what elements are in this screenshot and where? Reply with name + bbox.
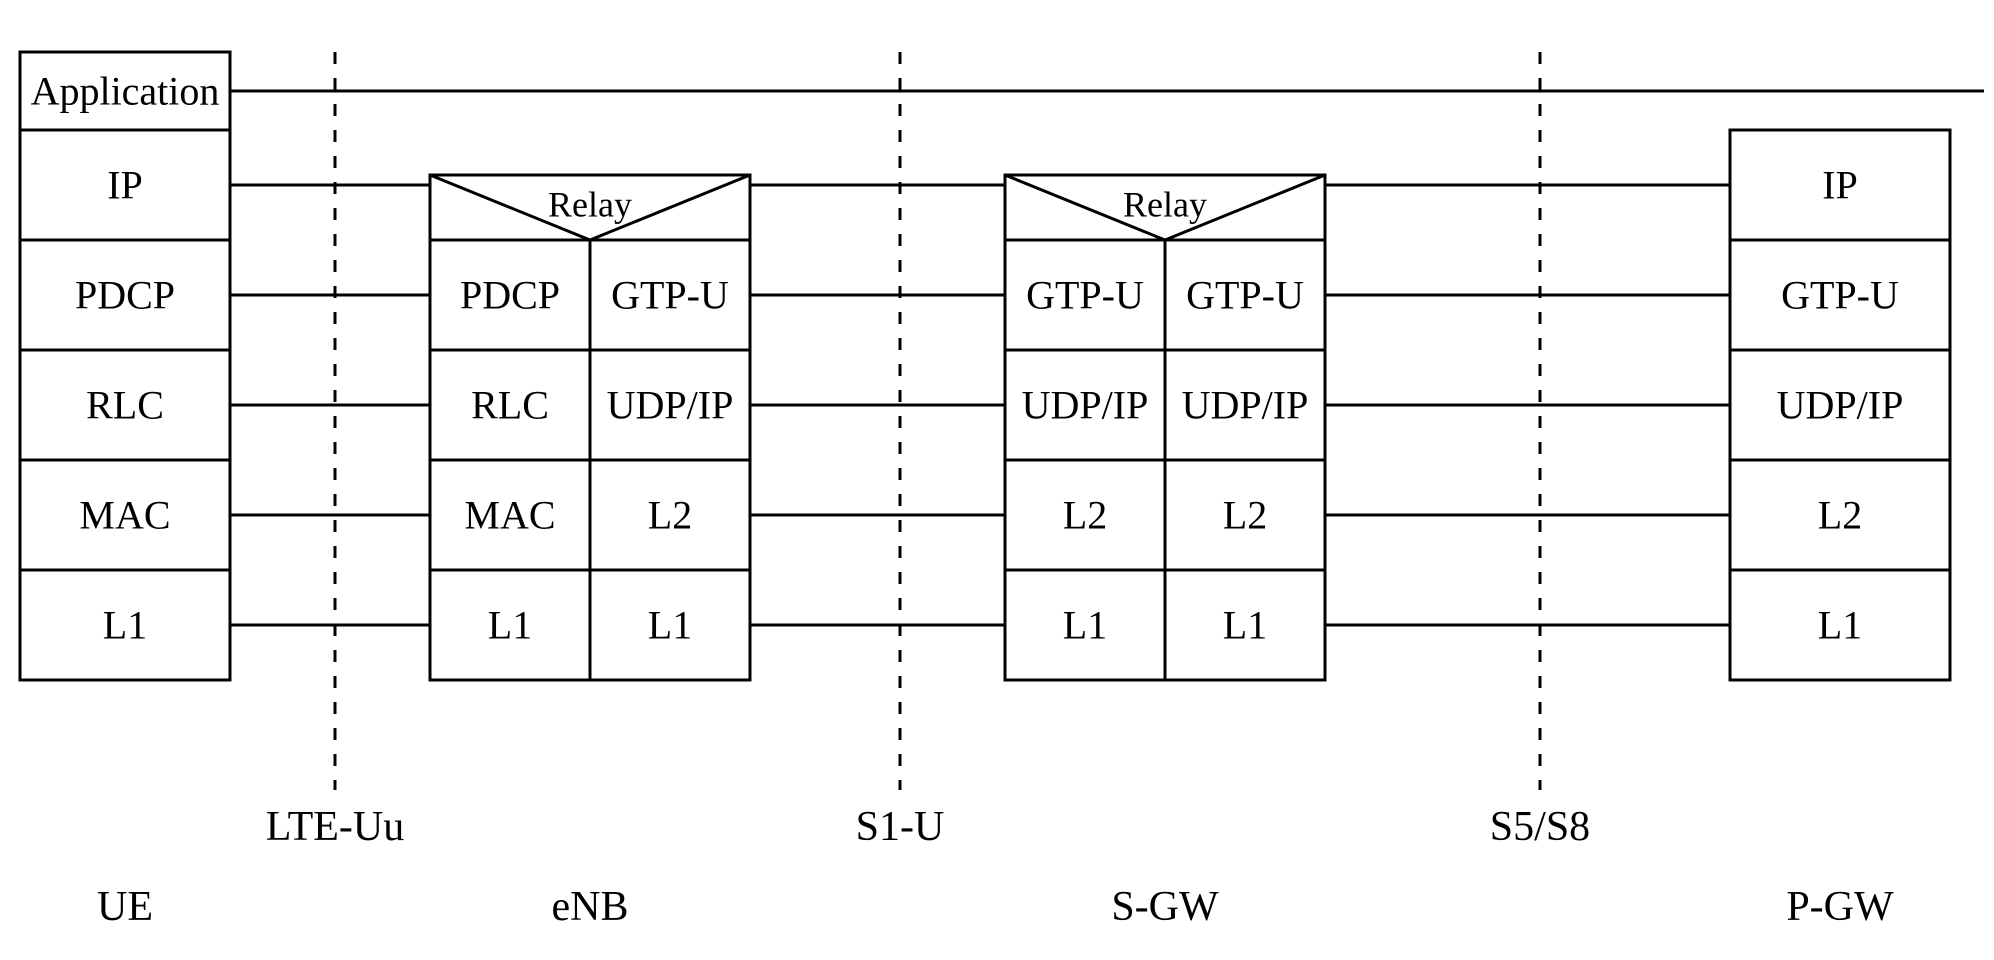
enb-bottom-label: eNB <box>552 884 629 930</box>
relay-right-label: L2 <box>648 493 692 538</box>
relay-right-label: UDP/IP <box>1182 383 1309 428</box>
relay-left-label: L2 <box>1063 493 1107 538</box>
ue-layer-label: RLC <box>86 383 164 428</box>
relay-left-label: RLC <box>471 383 549 428</box>
ue-layer-label: L1 <box>103 603 147 648</box>
relay-left-label: L1 <box>488 603 532 648</box>
pgw-layer-label: IP <box>1822 163 1858 208</box>
pgw-layer-label: L2 <box>1818 493 1862 538</box>
pgw-layer-label: UDP/IP <box>1777 383 1904 428</box>
ue-layer-label: MAC <box>79 493 170 538</box>
relay-left-label: L1 <box>1063 603 1107 648</box>
relay-right-label: UDP/IP <box>607 383 734 428</box>
relay-right-label: GTP-U <box>611 273 729 318</box>
ue-bottom-label: UE <box>97 884 153 930</box>
relay-left-label: MAC <box>464 493 555 538</box>
pgw-bottom-label: P-GW <box>1786 884 1894 930</box>
pgw-layer-label: GTP-U <box>1781 273 1899 318</box>
interface-label: S1-U <box>856 804 945 850</box>
ue-layer-label: IP <box>107 163 143 208</box>
relay-label: Relay <box>1123 184 1207 224</box>
relay-right-label: L1 <box>1223 603 1267 648</box>
relay-label: Relay <box>548 184 632 224</box>
relay-right-label: L1 <box>648 603 692 648</box>
interface-label: S5/S8 <box>1490 804 1590 850</box>
relay-left-label: PDCP <box>460 273 560 318</box>
ue-layer-label: PDCP <box>75 273 175 318</box>
relay-left-label: UDP/IP <box>1022 383 1149 428</box>
sgw-bottom-label: S-GW <box>1111 884 1219 930</box>
interface-label: LTE-Uu <box>266 804 404 850</box>
relay-left-label: GTP-U <box>1026 273 1144 318</box>
ue-layer-label: Application <box>31 69 220 114</box>
relay-right-label: GTP-U <box>1186 273 1304 318</box>
pgw-layer-label: L1 <box>1818 603 1862 648</box>
relay-right-label: L2 <box>1223 493 1267 538</box>
